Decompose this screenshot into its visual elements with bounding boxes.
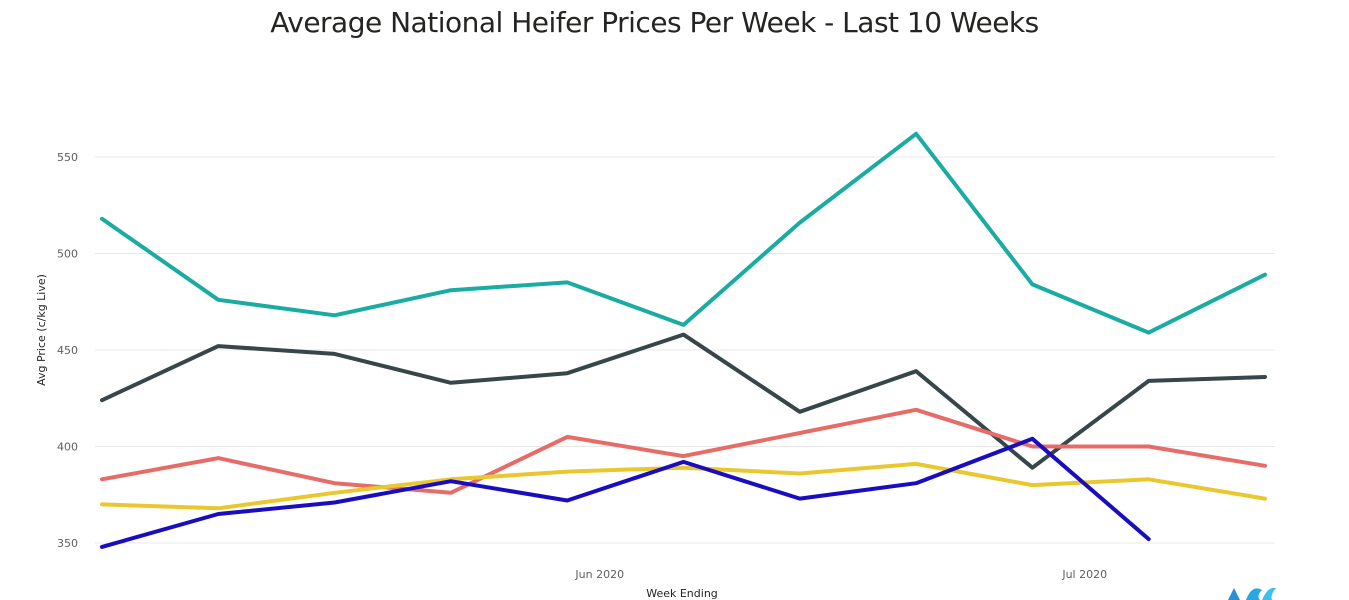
x-tick-label: Jun 2020 xyxy=(574,568,624,581)
series-line-2 xyxy=(100,332,1267,470)
y-tick-label: 350 xyxy=(57,537,78,550)
series-line-4 xyxy=(100,461,1267,511)
x-tick-label: Jul 2020 xyxy=(1061,568,1107,581)
y-axis-title: Avg Price (c/kg Live) xyxy=(35,274,48,386)
chart-title: Average National Heifer Prices Per Week … xyxy=(270,6,1039,39)
y-axis-ticks: 350 400 450 500 550 xyxy=(57,151,78,550)
y-tick-label: 400 xyxy=(57,441,78,454)
y-tick-label: 550 xyxy=(57,151,78,164)
series-line-5 xyxy=(100,436,1151,549)
y-tick-label: 450 xyxy=(57,344,78,357)
logo-icon xyxy=(1228,587,1276,600)
series-line-3 xyxy=(100,407,1267,495)
series-lines xyxy=(100,131,1267,549)
x-axis-title: Week Ending xyxy=(646,587,718,600)
series-line-1 xyxy=(100,131,1267,335)
y-tick-label: 500 xyxy=(57,248,78,261)
x-axis-ticks: Jun 2020 Jul 2020 xyxy=(574,568,1107,581)
